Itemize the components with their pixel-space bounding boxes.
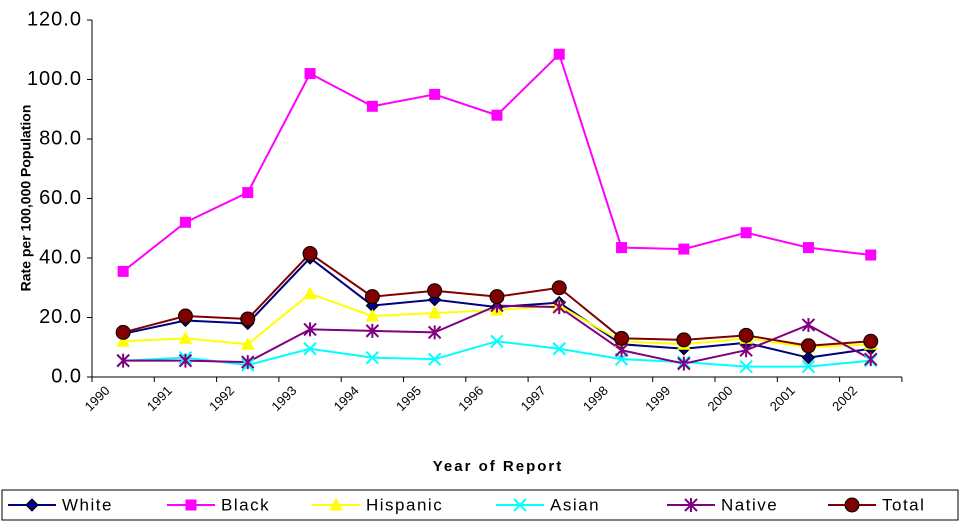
marker bbox=[185, 499, 197, 511]
marker bbox=[427, 352, 442, 366]
x-tick-label: 2002 bbox=[829, 383, 860, 414]
marker bbox=[303, 286, 317, 300]
marker bbox=[178, 331, 193, 344]
x-tick-label: 1998 bbox=[580, 383, 611, 414]
marker bbox=[802, 242, 814, 254]
marker bbox=[739, 343, 753, 358]
marker bbox=[177, 308, 193, 324]
y-tick-label: 20.0 bbox=[39, 306, 82, 328]
y-tick-label: 120.0 bbox=[27, 8, 82, 30]
marker bbox=[427, 305, 442, 319]
x-tick-label: 1994 bbox=[331, 383, 362, 414]
y-tick-label: 100.0 bbox=[27, 68, 82, 90]
marker bbox=[366, 100, 378, 112]
marker bbox=[616, 242, 628, 254]
x-tick-label: 1995 bbox=[393, 383, 424, 414]
x-tick-label: 1999 bbox=[642, 383, 673, 414]
marker bbox=[863, 333, 879, 349]
marker bbox=[116, 353, 130, 368]
y-tick-label: 60.0 bbox=[39, 187, 82, 209]
marker bbox=[864, 352, 878, 367]
marker bbox=[489, 289, 505, 305]
marker bbox=[801, 317, 816, 332]
marker bbox=[365, 308, 380, 322]
marker bbox=[551, 280, 567, 296]
y-tick-label: 40.0 bbox=[39, 246, 82, 268]
legend-label: Hispanic bbox=[366, 495, 443, 514]
marker bbox=[25, 498, 39, 512]
legend-label: White bbox=[62, 495, 113, 514]
marker bbox=[513, 498, 527, 512]
marker bbox=[684, 498, 698, 512]
marker bbox=[552, 342, 566, 356]
marker bbox=[552, 300, 566, 315]
marker bbox=[553, 48, 565, 60]
marker bbox=[491, 109, 503, 121]
marker bbox=[490, 334, 504, 349]
marker bbox=[800, 338, 816, 354]
marker bbox=[242, 187, 254, 199]
marker bbox=[303, 322, 317, 337]
marker bbox=[429, 88, 441, 100]
marker bbox=[678, 243, 690, 255]
marker bbox=[329, 497, 343, 511]
marker bbox=[844, 497, 860, 513]
marker bbox=[116, 334, 130, 347]
marker bbox=[865, 249, 877, 261]
legend-label: Asian bbox=[550, 495, 600, 514]
x-tick-label: 1990 bbox=[81, 383, 112, 414]
legend-label: Native bbox=[721, 495, 778, 514]
legend-box bbox=[1, 489, 959, 521]
marker bbox=[427, 325, 442, 340]
marker bbox=[117, 265, 129, 277]
x-axis-label: Year of Report bbox=[433, 458, 564, 475]
marker bbox=[303, 342, 317, 356]
marker bbox=[178, 353, 193, 368]
x-tick-label: 1996 bbox=[455, 383, 486, 414]
marker bbox=[304, 68, 316, 80]
series-line bbox=[122, 52, 871, 273]
x-tick-label: 1993 bbox=[268, 383, 299, 414]
marker bbox=[241, 355, 255, 370]
marker bbox=[801, 359, 816, 374]
marker bbox=[677, 356, 691, 371]
x-tick-label: 1992 bbox=[206, 383, 237, 414]
marker bbox=[240, 311, 256, 327]
y-axis-label: Rate per 100,000 Population bbox=[18, 105, 34, 292]
marker bbox=[240, 337, 255, 350]
marker bbox=[740, 227, 752, 239]
marker bbox=[364, 289, 380, 305]
y-tick-label: 0.0 bbox=[51, 365, 82, 387]
marker bbox=[365, 350, 380, 365]
marker bbox=[676, 332, 692, 348]
marker bbox=[365, 323, 380, 338]
legend-label: Total bbox=[882, 495, 925, 514]
legend-label: Black bbox=[221, 495, 270, 514]
marker bbox=[302, 246, 318, 262]
x-tick-label: 2000 bbox=[704, 383, 735, 414]
x-tick-label: 1997 bbox=[518, 383, 549, 414]
x-tick-label: 1991 bbox=[144, 383, 175, 414]
marker bbox=[801, 350, 816, 365]
x-tick-label: 2001 bbox=[767, 383, 798, 414]
y-tick-label: 80.0 bbox=[39, 127, 82, 149]
marker bbox=[427, 283, 443, 299]
marker bbox=[115, 324, 131, 340]
marker bbox=[738, 327, 754, 343]
marker bbox=[614, 330, 630, 346]
marker bbox=[739, 359, 753, 374]
marker bbox=[179, 216, 191, 228]
